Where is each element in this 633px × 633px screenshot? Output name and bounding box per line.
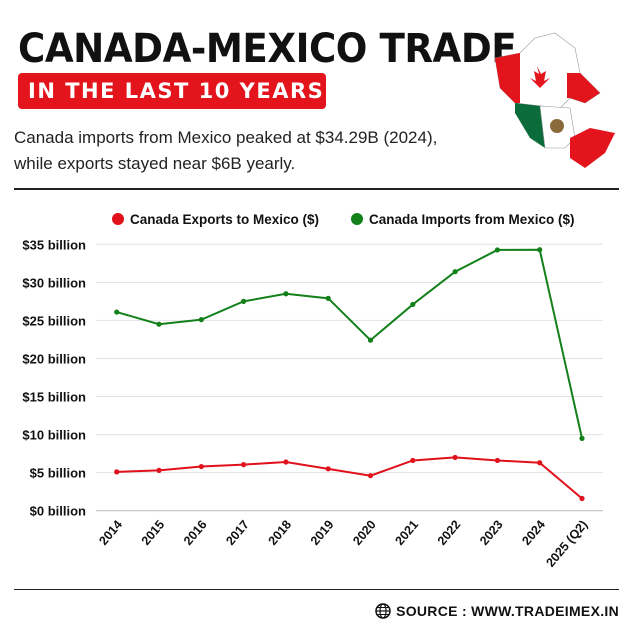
data-point [579,495,585,502]
x-tick-label: 2020 [350,518,379,548]
legend-marker [351,213,363,225]
x-tick-label: 2023 [477,518,506,548]
data-point [114,309,120,315]
data-point [241,298,247,304]
x-tick-label: 2015 [139,518,168,548]
data-point [537,247,543,253]
legend-marker [112,213,124,225]
data-point [325,295,331,301]
data-point [452,454,458,461]
data-point [325,466,331,472]
x-tick-label: 2022 [435,518,464,548]
y-tick-label: $30 billion [22,275,86,290]
y-tick-label: $15 billion [22,390,86,405]
canada-mexico-map-icon [494,32,615,168]
data-point [452,269,458,275]
y-tick-label: $35 billion [22,237,86,252]
page-title: CANADA-MEXICO TRADE [18,26,517,72]
data-point [367,337,374,343]
summary-text: Canada imports from Mexico peaked at $34… [14,128,438,173]
series-line-exports [116,456,583,500]
legend-label: Canada Exports to Mexico ($) [130,212,319,227]
data-point [114,469,120,475]
y-tick-label: $5 billion [30,466,86,481]
data-point [198,463,204,470]
data-point [494,457,500,464]
x-tick-label: 2014 [96,518,125,548]
data-point [156,321,162,327]
y-tick-label: $0 billion [30,504,86,519]
x-tick-label: 2016 [181,518,210,548]
y-tick-label: $20 billion [22,351,86,366]
data-point [367,473,374,479]
data-point [537,460,543,466]
series-line-imports [116,248,583,439]
divider [14,188,619,190]
x-tick-label: 2025 (Q2) [543,518,590,570]
data-point [283,459,289,465]
source-text: SOURCE : WWW.TRADEIMEX.IN [396,603,619,619]
x-tick-label: 2019 [308,518,337,548]
globe-icon [375,603,391,619]
data-point [198,317,204,323]
trade-line-chart: Canada Exports to Mexico ($) Canada Impor… [22,212,603,570]
x-tick-label: 2017 [223,518,252,548]
subtitle-banner: IN THE LAST 10 YEARS [18,73,326,109]
x-tick-label: 2021 [392,518,421,548]
data-point [283,291,289,297]
y-tick-label: $10 billion [22,428,86,443]
legend-label: Canada Imports from Mexico ($) [369,212,575,227]
data-point [410,457,416,464]
data-point [410,301,416,308]
y-tick-label: $25 billion [22,313,86,328]
data-point [494,247,500,253]
data-point [579,435,585,441]
data-point [241,462,247,468]
divider [14,589,619,590]
x-tick-label: 2024 [519,518,548,548]
source-credit[interactable]: SOURCE : WWW.TRADEIMEX.IN [375,603,619,619]
x-tick-label: 2018 [266,518,295,548]
data-point [156,467,162,473]
